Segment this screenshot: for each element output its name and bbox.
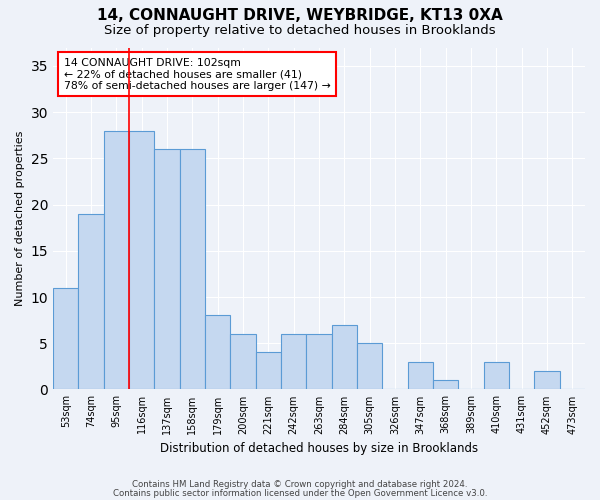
Bar [230, 334, 256, 390]
Bar [129, 130, 154, 390]
Bar [357, 343, 382, 390]
Bar [79, 214, 104, 390]
Bar [53, 288, 79, 390]
X-axis label: Distribution of detached houses by size in Brooklands: Distribution of detached houses by size … [160, 442, 478, 455]
Bar [433, 380, 458, 390]
Bar [154, 149, 179, 390]
Text: Contains public sector information licensed under the Open Government Licence v3: Contains public sector information licen… [113, 488, 487, 498]
Bar [179, 149, 205, 390]
Y-axis label: Number of detached properties: Number of detached properties [15, 131, 25, 306]
Text: 14, CONNAUGHT DRIVE, WEYBRIDGE, KT13 0XA: 14, CONNAUGHT DRIVE, WEYBRIDGE, KT13 0XA [97, 8, 503, 22]
Bar [484, 362, 509, 390]
Bar [281, 334, 307, 390]
Bar [307, 334, 332, 390]
Text: Contains HM Land Registry data © Crown copyright and database right 2024.: Contains HM Land Registry data © Crown c… [132, 480, 468, 489]
Bar [407, 362, 433, 390]
Bar [104, 130, 129, 390]
Bar [205, 316, 230, 390]
Text: 14 CONNAUGHT DRIVE: 102sqm
← 22% of detached houses are smaller (41)
78% of semi: 14 CONNAUGHT DRIVE: 102sqm ← 22% of deta… [64, 58, 331, 91]
Bar [256, 352, 281, 390]
Bar [535, 371, 560, 390]
Bar [332, 324, 357, 390]
Text: Size of property relative to detached houses in Brooklands: Size of property relative to detached ho… [104, 24, 496, 37]
